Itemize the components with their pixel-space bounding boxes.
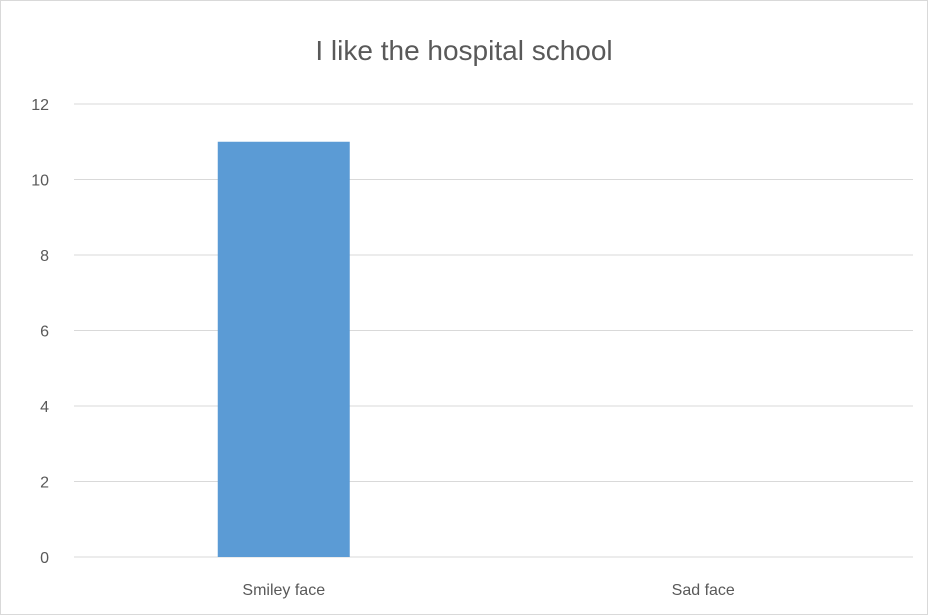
y-tick-label: 0 — [40, 550, 49, 567]
x-category-label: Sad face — [672, 582, 735, 599]
x-axis-categories: Smiley face Sad face — [242, 582, 735, 599]
y-tick-label: 8 — [40, 248, 49, 265]
bars — [217, 141, 350, 557]
y-tick-label: 10 — [31, 173, 49, 190]
y-tick-label: 6 — [40, 324, 49, 341]
y-tick-label: 12 — [31, 97, 49, 114]
y-tick-label: 2 — [40, 475, 49, 492]
chart-title: I like the hospital school — [315, 35, 613, 66]
y-axis-ticks: 0 2 4 6 8 10 12 — [31, 97, 49, 567]
gridlines — [74, 103, 913, 558]
y-tick-label: 4 — [40, 399, 49, 416]
x-category-label: Smiley face — [242, 582, 325, 599]
bar-smiley-face — [217, 141, 350, 557]
